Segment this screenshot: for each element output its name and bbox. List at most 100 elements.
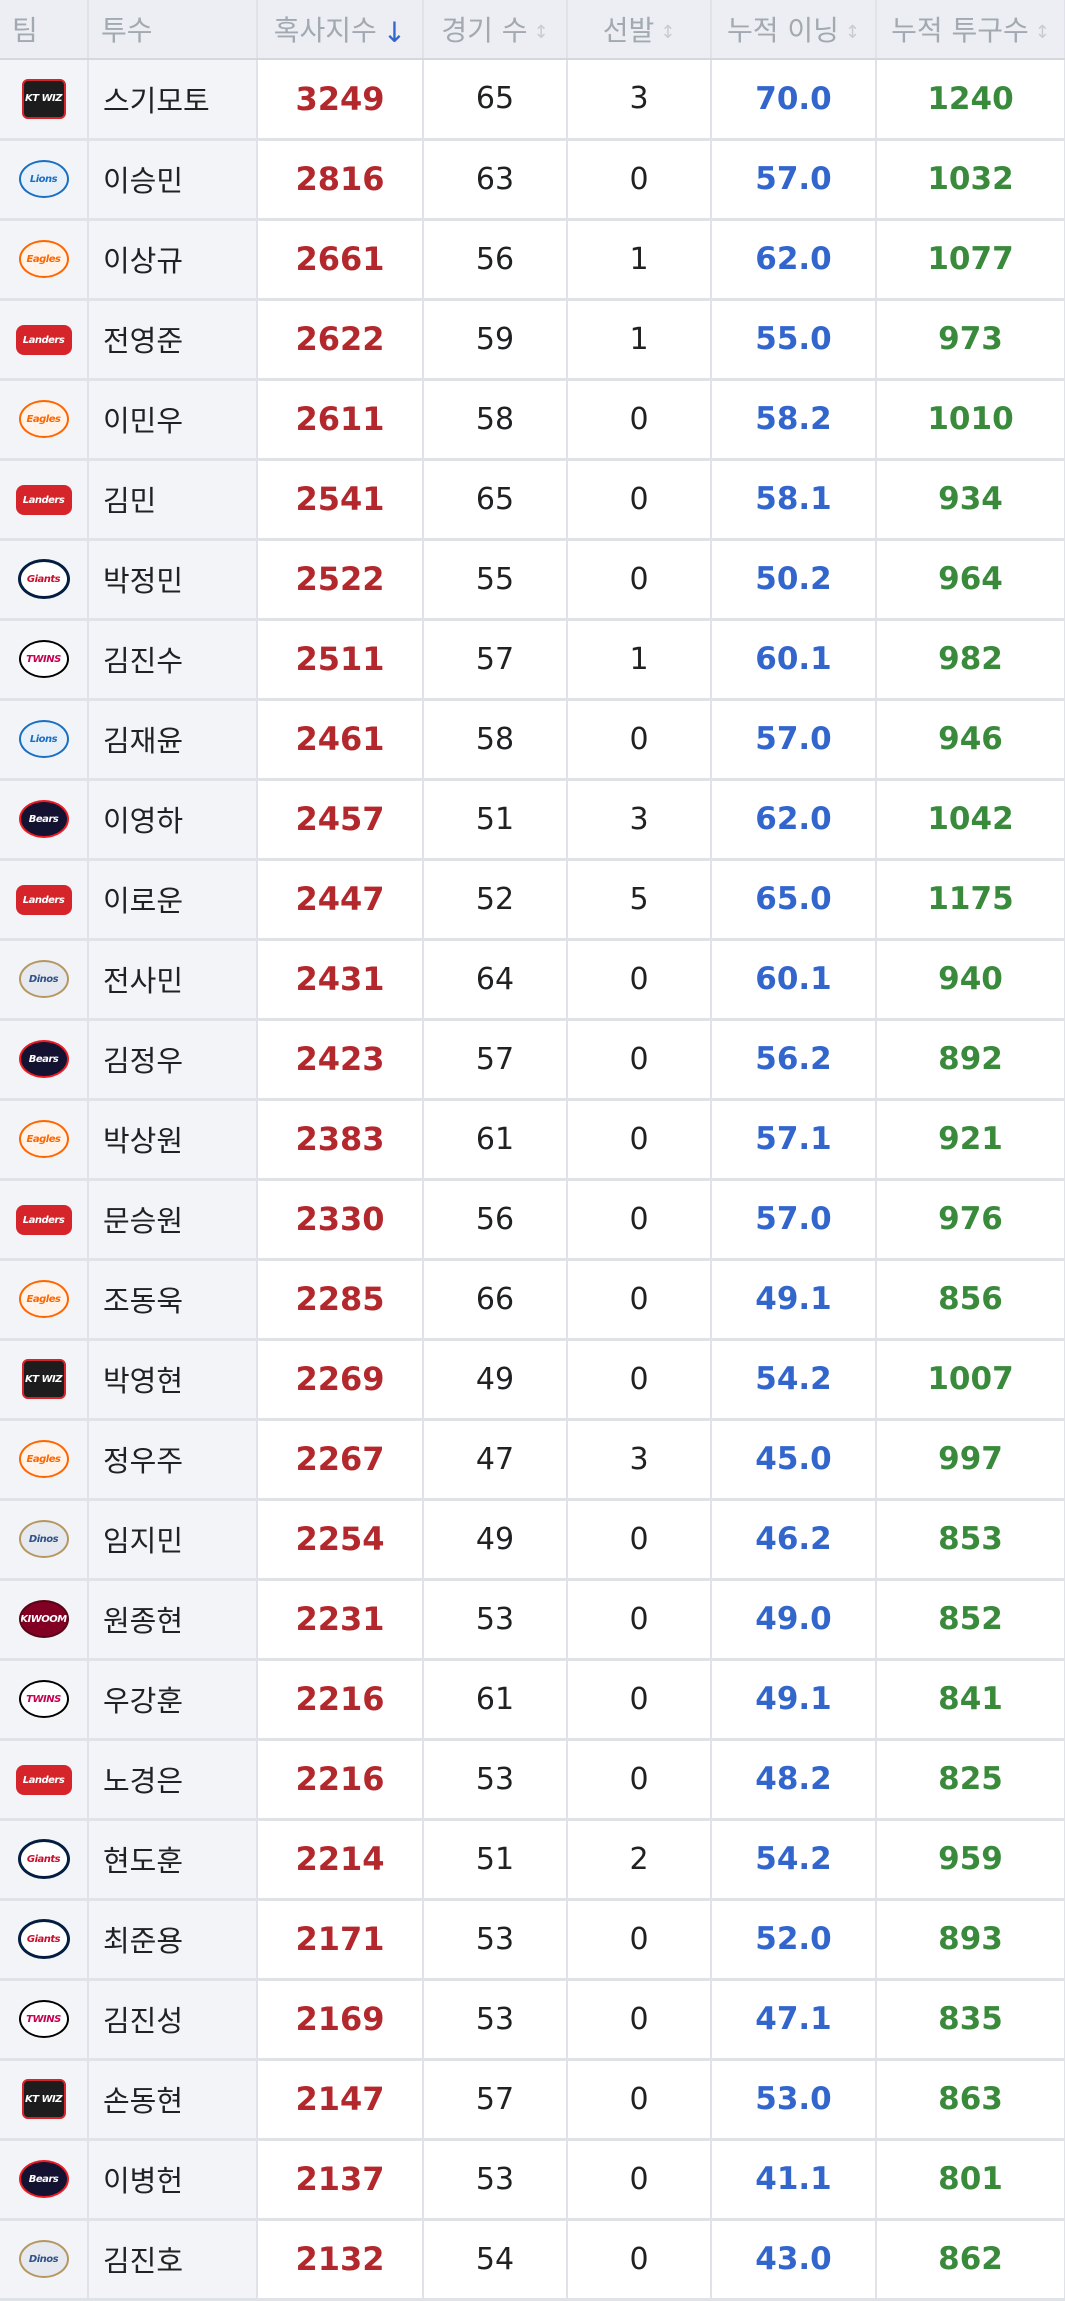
dinos-logo-icon[interactable]: Dinos [18,2240,69,2278]
eagles-logo-icon[interactable]: Eagles [18,1280,69,1318]
giants-logo-icon[interactable]: Giants [17,1919,70,1959]
pitcher-name[interactable]: 최준용 [88,1899,258,1981]
pitcher-name[interactable]: 이승민 [88,139,258,221]
eagles-logo-icon[interactable]: Eagles [18,400,69,438]
kt-wiz-logo-icon[interactable]: KT WIZ [21,1359,66,1399]
games-started: 0 [567,1339,712,1421]
sort-updown-icon[interactable]: ↕ [660,21,676,43]
pitcher-name[interactable]: 이로운 [88,859,258,941]
pitcher-name[interactable]: 우강훈 [88,1659,258,1741]
pitch-count: 1042 [876,779,1065,861]
games-started: 3 [567,1419,712,1501]
games-played: 59 [423,299,568,381]
eagles-logo-icon[interactable]: Eagles [18,240,69,278]
pitcher-name[interactable]: 이영하 [88,779,258,861]
pitcher-name[interactable]: 문승원 [88,1179,258,1261]
pitcher-name[interactable]: 김정우 [88,1019,258,1101]
pitcher-name[interactable]: 원종현 [88,1579,258,1661]
landers-logo-icon[interactable]: Landers [15,1205,72,1235]
dinos-logo-icon[interactable]: Dinos [18,1520,69,1558]
pitcher-name[interactable]: 현도훈 [88,1819,258,1901]
kt-wiz-logo-icon[interactable]: KT WIZ [21,78,66,119]
pitcher-name[interactable]: 박정민 [88,539,258,621]
landers-logo-icon[interactable]: Landers [15,325,72,355]
games-started: 0 [567,1019,712,1101]
pitcher-name[interactable]: 박영현 [88,1339,258,1421]
pitcher-name[interactable]: 조동욱 [88,1259,258,1341]
balance-index: 2461 [257,699,424,781]
col-header-label: 투수 [101,14,153,47]
balance-index: 2423 [257,1019,424,1101]
twins-logo-icon[interactable]: TWINS [18,1680,69,1718]
landers-logo-icon[interactable]: Landers [15,1765,72,1795]
col-header-innings[interactable]: 누적 이닝 ↕ [711,0,877,60]
pitcher-name[interactable]: 이민우 [88,379,258,461]
games-started: 0 [567,699,712,781]
pitch-count: 892 [876,1019,1065,1101]
eagles-logo-icon[interactable]: Eagles [18,1440,69,1478]
team-cell: KT WIZ [0,2059,89,2141]
bears-logo-icon[interactable]: Bears [18,1040,69,1078]
balance-index: 2330 [257,1179,424,1261]
team-cell: Landers [0,299,89,381]
eagles-logo-icon[interactable]: Eagles [18,1120,69,1158]
kt-wiz-logo-icon[interactable]: KT WIZ [21,2079,66,2119]
pitcher-name[interactable]: 임지민 [88,1499,258,1581]
lions-logo-icon[interactable]: Lions [18,720,69,758]
pitch-count: 946 [876,699,1065,781]
sort-updown-icon[interactable]: ↕ [533,21,549,43]
pitcher-name[interactable]: 김재윤 [88,699,258,781]
games-played: 61 [423,1099,568,1181]
giants-logo-icon[interactable]: Giants [17,559,70,599]
pitcher-name[interactable]: 전영준 [88,299,258,381]
landers-logo-icon[interactable]: Landers [15,485,72,515]
twins-logo-icon[interactable]: TWINS [18,640,69,678]
pitcher-name[interactable]: 김민 [88,459,258,541]
pitcher-name[interactable]: 김진호 [88,2219,258,2301]
pitcher-name[interactable]: 전사민 [88,939,258,1021]
team-cell: Eagles [0,379,89,461]
balance-index: 2431 [257,939,424,1021]
bears-logo-icon[interactable]: Bears [18,800,69,838]
giants-logo-icon[interactable]: Giants [17,1839,70,1879]
col-header-games[interactable]: 경기 수 ↕ [423,0,568,60]
pitcher-name[interactable]: 김진성 [88,1979,258,2061]
arrow-down-icon[interactable]: ↓ [382,15,407,49]
balance-index: 2457 [257,779,424,861]
col-header-pitches[interactable]: 누적 투구수 ↕ [876,0,1065,60]
dinos-logo-icon[interactable]: Dinos [18,960,69,998]
pitcher-name[interactable]: 노경은 [88,1739,258,1821]
team-cell: KIWOOM [0,1579,89,1661]
games-played: 53 [423,1979,568,2061]
sort-updown-icon[interactable]: ↕ [844,21,861,43]
table-row: Bears 이영하 2457 51 3 62.0 1042 [0,779,1065,861]
pitcher-name[interactable]: 김진수 [88,619,258,701]
col-header-balance[interactable]: 혹사지수 ↓ [257,0,424,60]
balance-index: 2522 [257,539,424,621]
pitcher-name[interactable]: 박상원 [88,1099,258,1181]
pitcher-name[interactable]: 정우주 [88,1419,258,1501]
balance-index: 2611 [257,379,424,461]
games-started: 3 [567,59,712,141]
pitcher-name[interactable]: 스기모토 [88,59,258,141]
pitch-count: 862 [876,2219,1065,2301]
pitcher-name[interactable]: 이상규 [88,219,258,301]
pitcher-name[interactable]: 손동현 [88,2059,258,2141]
bears-logo-icon[interactable]: Bears [18,2160,69,2198]
col-header-label: 선발 [602,14,655,47]
sort-updown-icon[interactable]: ↕ [1034,21,1050,43]
pitch-count: 921 [876,1099,1065,1181]
twins-logo-icon[interactable]: TWINS [18,2000,69,2038]
games-started: 0 [567,539,712,621]
lions-logo-icon[interactable]: Lions [18,160,69,198]
pitcher-name[interactable]: 이병헌 [88,2139,258,2221]
innings-pitched: 57.1 [711,1099,877,1181]
kiwoom-logo-icon[interactable]: KIWOOM [18,1600,69,1638]
col-header-starts[interactable]: 선발 ↕ [567,0,712,60]
col-header-pitcher: 투수 [88,0,258,60]
landers-logo-icon[interactable]: Landers [15,885,72,915]
team-cell: Lions [0,699,89,781]
games-started: 3 [567,779,712,861]
games-played: 55 [423,539,568,621]
